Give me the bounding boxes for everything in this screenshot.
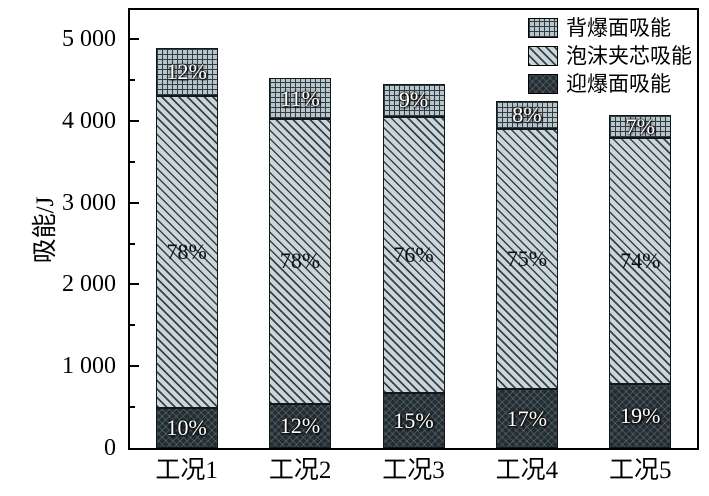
legend-swatch-cross xyxy=(528,18,558,38)
segment-percent-label: 12% xyxy=(166,59,207,85)
x-category-label: 工况1 xyxy=(155,457,218,484)
plot-area: 10% 78% 12% 12% 78% 11% 15% 76% 9% 17% 75% 8% 19% 74%… xyxy=(128,8,699,450)
y-axis-major-tick xyxy=(130,119,139,122)
legend: 背爆面吸能泡沫夹芯吸能 迎爆面吸能 xyxy=(528,16,692,100)
bar-segment-dark: 19% xyxy=(609,384,672,448)
bar-segment-cross: 11% xyxy=(269,78,332,120)
bar-segment-cross: 12% xyxy=(155,47,218,97)
segment-percent-label: 78% xyxy=(279,248,321,274)
legend-item: 泡沫夹芯吸能 xyxy=(528,44,692,68)
segment-percent-label: 7% xyxy=(625,113,655,139)
bar-segment-dark: 10% xyxy=(155,407,218,448)
segment-percent-label: 76% xyxy=(393,241,434,267)
y-axis-minor-tick xyxy=(130,406,135,409)
segment-percent-label: 12% xyxy=(279,412,321,438)
segment-percent-label: 11% xyxy=(280,85,320,111)
bar-segment-cross: 9% xyxy=(382,83,445,117)
x-category-label: 工况2 xyxy=(268,457,332,484)
legend-label: 泡沫夹芯吸能 xyxy=(566,44,692,68)
legend-label: 背爆面吸能 xyxy=(566,16,671,40)
bar-segment-cross: 8% xyxy=(495,101,558,129)
y-axis-major-tick xyxy=(130,38,139,40)
y-tick-label: 0 xyxy=(104,435,116,461)
y-axis-minor-tick xyxy=(130,78,135,81)
legend-item: 迎爆面吸能 xyxy=(528,72,692,96)
legend-item: 背爆面吸能 xyxy=(528,16,692,40)
segment-percent-label: 10% xyxy=(166,414,207,440)
x-category-label: 工况4 xyxy=(495,457,559,484)
segment-percent-label: 15% xyxy=(393,407,434,433)
segment-percent-label: 78% xyxy=(166,239,207,265)
segment-percent-label: 74% xyxy=(620,248,661,274)
bar-segment-cross: 7% xyxy=(609,113,672,139)
bar-segment-diag: 78% xyxy=(269,119,332,404)
y-tick-label: 4 000 xyxy=(62,107,116,134)
segment-percent-label: 19% xyxy=(620,403,661,429)
y-axis-minor-tick xyxy=(130,242,135,245)
y-axis-major-tick xyxy=(130,283,139,286)
y-tick-label: 5 000 xyxy=(62,26,116,52)
bar-segment-diag: 78% xyxy=(155,96,218,408)
y-tick-label: 1 000 xyxy=(62,353,116,380)
bar-segment-diag: 75% xyxy=(495,128,558,390)
y-tick-label: 2 000 xyxy=(62,271,116,298)
legend-swatch-dark xyxy=(528,74,558,94)
bar-segment-dark: 12% xyxy=(269,403,332,448)
x-category-label: 工况5 xyxy=(609,457,672,484)
segment-percent-label: 17% xyxy=(506,405,548,431)
y-axis-minor-tick xyxy=(130,160,135,163)
y-tick-label: 3 000 xyxy=(62,189,116,216)
y-axis-major-tick xyxy=(130,365,139,368)
segment-percent-label: 9% xyxy=(398,87,429,113)
segment-percent-label: 75% xyxy=(506,246,548,272)
bar-segment-dark: 17% xyxy=(495,389,558,448)
bar-segment-dark: 15% xyxy=(382,393,445,448)
legend-swatch-diag xyxy=(528,46,558,66)
y-axis-major-tick xyxy=(130,201,139,204)
bar-segment-diag: 74% xyxy=(609,137,672,385)
segment-percent-label: 8% xyxy=(512,102,542,128)
bar-segment-diag: 76% xyxy=(382,116,445,394)
y-axis-minor-tick xyxy=(130,324,135,327)
legend-label: 迎爆面吸能 xyxy=(566,72,671,96)
x-category-label: 工况3 xyxy=(382,457,445,484)
